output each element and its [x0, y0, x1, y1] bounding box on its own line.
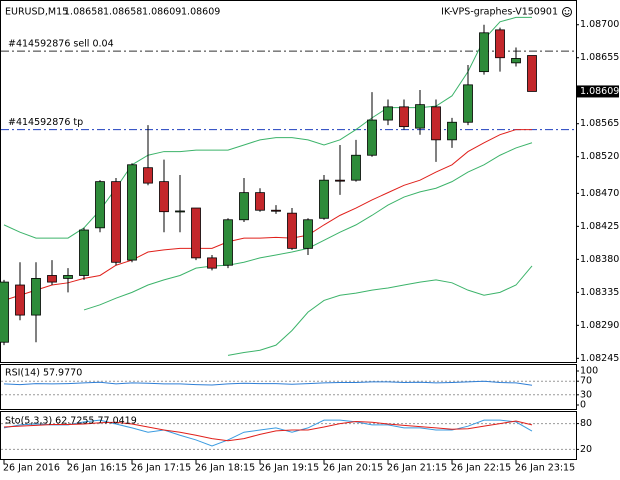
symbol: EURUSD,M15	[5, 7, 68, 18]
candle-body	[319, 179, 329, 219]
candle-body	[111, 181, 121, 263]
candle-body	[255, 192, 265, 211]
candle-body	[431, 106, 441, 141]
x-tick-label: 26 Jan 19:15	[259, 463, 319, 474]
candle-body	[463, 84, 473, 123]
candle-body	[127, 164, 137, 261]
y-tick-label: 1.08290	[580, 320, 619, 331]
current-price-box	[577, 85, 619, 98]
sto-title: Sto(5,3,3) 62.7255 77.0419	[5, 416, 137, 427]
y-tick-label: 1.08380	[580, 254, 619, 265]
smiley-face	[562, 7, 572, 17]
ohlc-high: 1.08658	[103, 7, 142, 18]
candle-body	[383, 106, 393, 121]
y-tick-label: 1.08470	[580, 188, 619, 199]
indicator-line	[3, 129, 532, 301]
candle-body	[47, 275, 57, 283]
x-tick-label: 26 Jan 17:15	[131, 463, 191, 474]
candle-body	[207, 257, 217, 269]
y-tick-label: 1.08565	[580, 118, 619, 129]
candle-body	[175, 210, 185, 213]
smiley-icon	[562, 7, 572, 17]
x-tick-label: 26 Jan 23:15	[515, 463, 575, 474]
candle-body	[239, 192, 249, 221]
current-price-label: 1.08609	[580, 86, 619, 97]
candle-body	[367, 119, 377, 156]
candle-body	[495, 29, 505, 59]
candle-body	[479, 32, 489, 73]
rsi-title: RSI(14) 57.9770	[5, 368, 82, 379]
sto-frame	[0, 411, 577, 460]
x-tick-label: 26 Jan 16:15	[67, 463, 127, 474]
candle-body	[335, 179, 345, 182]
candle-body	[159, 181, 169, 213]
indicator-line	[3, 380, 533, 386]
candle-body	[95, 181, 105, 229]
candle-body	[191, 207, 201, 259]
candle-body	[399, 106, 409, 128]
candle-body	[223, 219, 233, 266]
smiley-eye	[568, 10, 570, 12]
candle-body	[527, 55, 537, 92]
indicator-line	[227, 265, 533, 356]
ohlc-close: 1.08609	[181, 7, 220, 18]
y-tick-label: 1.08335	[580, 287, 619, 298]
ohlc-low: 1.08609	[142, 7, 181, 18]
order-label: #414592876 sell 0.04	[8, 39, 114, 50]
candle-body	[31, 278, 41, 316]
y-tick-label: 80	[580, 418, 592, 429]
x-tick-label: 26 Jan 20:15	[323, 463, 383, 474]
candle-body	[415, 104, 425, 129]
candle-body	[511, 58, 521, 64]
y-tick-label: 1.08245	[580, 353, 619, 364]
indicator-title: IK-VPS-graphes-V150901	[441, 7, 558, 18]
candle-body	[447, 121, 457, 141]
y-tick-label: 1.08520	[580, 151, 619, 162]
x-tick-label: 26 Jan 21:15	[387, 463, 447, 474]
y-tick-label: 20	[580, 444, 592, 455]
candle-body	[271, 209, 281, 212]
candle-body	[79, 229, 89, 276]
y-tick-label: 100	[580, 366, 598, 377]
candle-body	[303, 219, 313, 249]
candle-body	[351, 154, 361, 181]
y-tick-label: 70	[580, 376, 592, 387]
y-tick-label: 1.08700	[580, 19, 619, 30]
y-tick-label: 30	[580, 389, 592, 400]
indicator-line	[3, 16, 532, 239]
x-tick-label: 26 Jan 2016	[3, 463, 60, 474]
ohlc-open: 1.08658	[64, 7, 103, 18]
candle-body	[63, 275, 73, 279]
smiley-eye	[564, 10, 566, 12]
x-tick-label: 26 Jan 22:15	[451, 463, 511, 474]
rsi-frame	[0, 364, 577, 410]
indicator-line	[3, 420, 533, 442]
y-tick-label: 1.08425	[580, 221, 619, 232]
y-tick-label: 0	[580, 400, 586, 411]
candle-body	[0, 281, 9, 343]
indicator-line	[3, 419, 533, 447]
candle-body	[143, 167, 153, 184]
order-label: #414592876 tp	[8, 117, 83, 128]
plot-layer: #414592876 sell 0.04 #414592876 tp 1.08700…	[0, 16, 619, 474]
smiley-mouth	[564, 12, 570, 15]
candle-body	[287, 212, 297, 249]
candle-body	[15, 284, 25, 316]
main-frame	[0, 0, 577, 363]
x-tick-label: 26 Jan 18:15	[195, 463, 255, 474]
y-tick-label: 1.08655	[580, 52, 619, 63]
